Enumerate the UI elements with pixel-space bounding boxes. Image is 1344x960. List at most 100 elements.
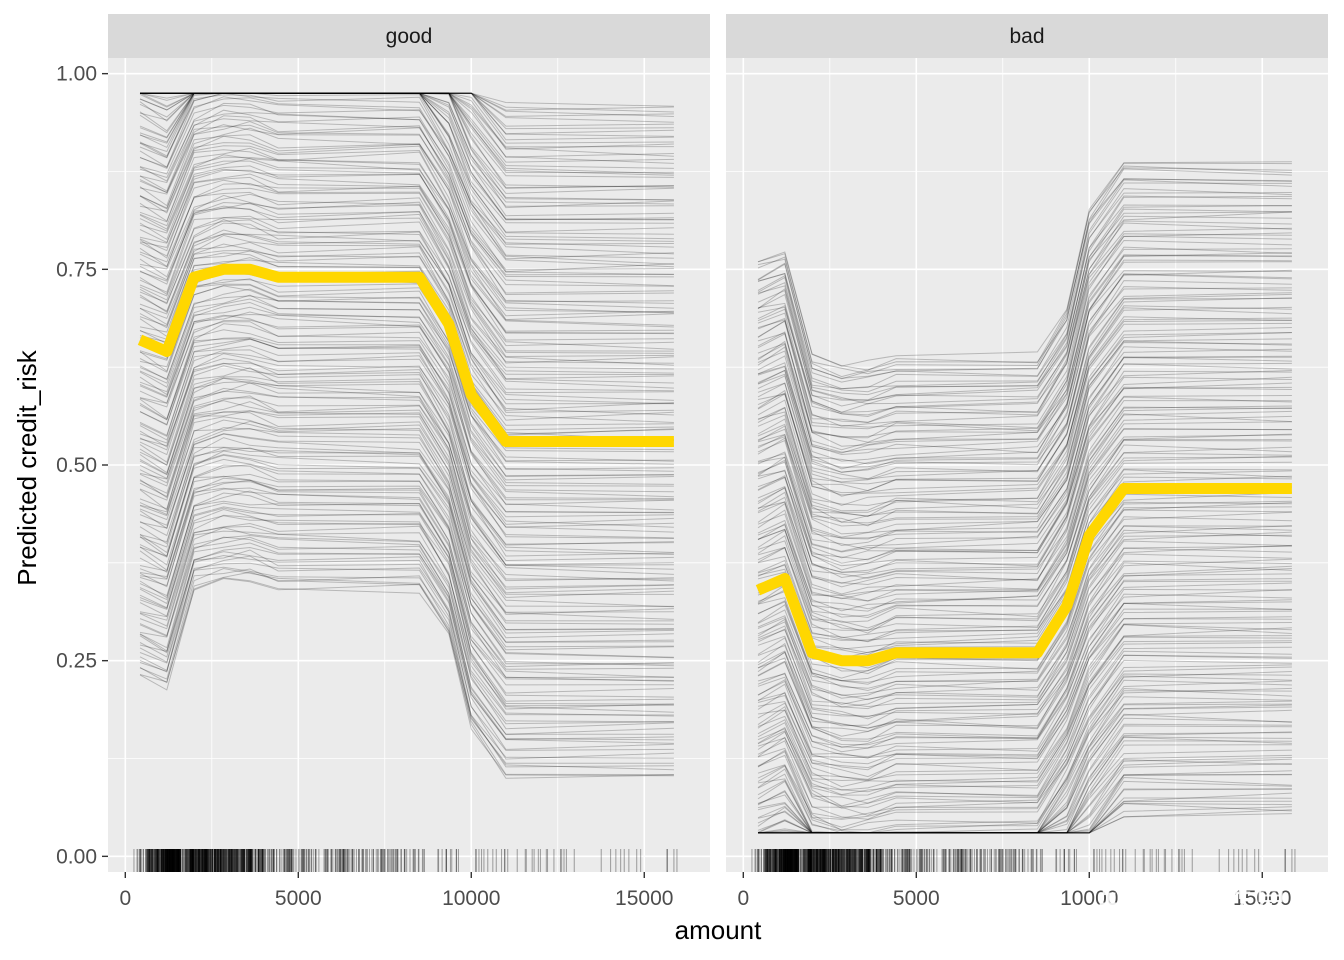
ice-curve xyxy=(139,522,674,716)
ice-curve xyxy=(757,664,1292,820)
ice-curve xyxy=(757,165,1292,378)
ice-curve xyxy=(757,516,1292,692)
ice-curve xyxy=(757,502,1292,682)
ice-curve xyxy=(758,797,1292,834)
ice-curve xyxy=(757,573,1292,740)
ice-curve xyxy=(139,306,674,485)
ice-curve xyxy=(139,127,674,294)
ice-curve xyxy=(757,205,1292,407)
ice-curve xyxy=(757,340,1292,527)
ice-curve xyxy=(139,176,674,350)
ice-curve xyxy=(757,679,1292,834)
ice-curve xyxy=(757,227,1292,427)
ice-curve xyxy=(758,770,1292,834)
ice-curve xyxy=(139,234,674,413)
ice-curve xyxy=(139,92,674,235)
ice-curve xyxy=(757,696,1292,834)
ice-curve xyxy=(139,381,674,570)
ice-curve xyxy=(140,92,674,130)
ice-curve xyxy=(140,92,674,141)
ice-curve xyxy=(757,280,1292,473)
ice-curve xyxy=(757,178,1292,379)
ice-curve xyxy=(139,205,674,380)
ice-curve xyxy=(757,269,1292,470)
ice-curve xyxy=(757,452,1292,631)
ice-curve xyxy=(139,367,674,557)
ice-curve xyxy=(139,187,674,358)
ice-curve xyxy=(757,322,1292,517)
ice-curve xyxy=(139,447,674,634)
ice-curve xyxy=(139,92,674,207)
ice-curve xyxy=(139,243,674,421)
ice-curve xyxy=(757,259,1292,456)
ice-curve xyxy=(757,588,1292,753)
ice-curve xyxy=(757,713,1292,834)
ice-curve xyxy=(758,758,1292,834)
ice-curve xyxy=(757,346,1292,538)
ice-curve xyxy=(758,780,1292,834)
average-curve xyxy=(755,483,1292,667)
ice-curve xyxy=(757,624,1292,793)
ice-curve xyxy=(757,192,1292,390)
ice-curve xyxy=(757,239,1292,438)
rug xyxy=(751,849,1296,872)
ice-curve xyxy=(757,428,1292,612)
ice-curve xyxy=(139,298,674,477)
ice-curve xyxy=(757,673,1292,831)
ice-curve xyxy=(140,92,674,123)
ice-curve xyxy=(757,317,1292,507)
ice-curve xyxy=(757,273,1292,473)
ice-curve xyxy=(139,92,674,205)
ice-curve xyxy=(757,525,1292,699)
ice-curve xyxy=(139,416,674,608)
ice-curve xyxy=(757,195,1292,401)
ice-curve xyxy=(139,410,674,598)
ice-curve xyxy=(140,92,674,173)
ice-curve xyxy=(139,217,674,384)
ice-curve xyxy=(757,297,1292,492)
ice-curve xyxy=(757,650,1292,808)
ice-curve xyxy=(139,154,674,326)
y-tick-label: 0.50 xyxy=(56,454,97,477)
x-tick-label: 10000 xyxy=(1060,887,1118,910)
ice-curve xyxy=(139,390,674,580)
ice-curve xyxy=(139,357,674,546)
ice-curve xyxy=(139,219,674,394)
ice-curve xyxy=(757,547,1292,717)
ice-curve xyxy=(139,92,674,220)
ice-curve xyxy=(757,461,1292,642)
ice-curve xyxy=(757,405,1292,588)
ice-curve xyxy=(139,252,674,431)
ice-curve xyxy=(140,92,674,176)
ice-curve xyxy=(757,211,1292,413)
ice-curve xyxy=(139,169,674,341)
ice-curve xyxy=(758,763,1292,834)
ice-curve xyxy=(757,286,1292,480)
ice-curve xyxy=(139,92,674,194)
ice-curve xyxy=(139,194,674,364)
ice-curve xyxy=(139,362,674,545)
ice-curve xyxy=(757,717,1292,834)
ice-curve xyxy=(757,525,1292,696)
ice-curve xyxy=(757,220,1292,423)
ice-curve xyxy=(139,410,674,594)
ice-curve xyxy=(757,293,1292,485)
ice-curve xyxy=(139,201,674,370)
ice-curve xyxy=(757,506,1292,683)
ice-curve xyxy=(139,92,674,224)
ice-curve xyxy=(139,534,674,730)
panel-bad: bad xyxy=(726,14,1328,872)
ice-curve xyxy=(757,560,1292,729)
ice-curve xyxy=(139,94,674,255)
ice-curve xyxy=(757,413,1292,600)
ice-curve xyxy=(139,142,674,309)
ice-curve xyxy=(139,92,674,201)
ice-curve xyxy=(757,233,1292,430)
ice-curve xyxy=(757,725,1292,834)
ice-curve xyxy=(757,376,1292,567)
ice-curve xyxy=(757,646,1292,809)
ice-curve xyxy=(757,406,1292,586)
ice-curve xyxy=(757,415,1292,602)
ice-curve xyxy=(139,336,674,513)
ice-curve xyxy=(757,211,1292,418)
